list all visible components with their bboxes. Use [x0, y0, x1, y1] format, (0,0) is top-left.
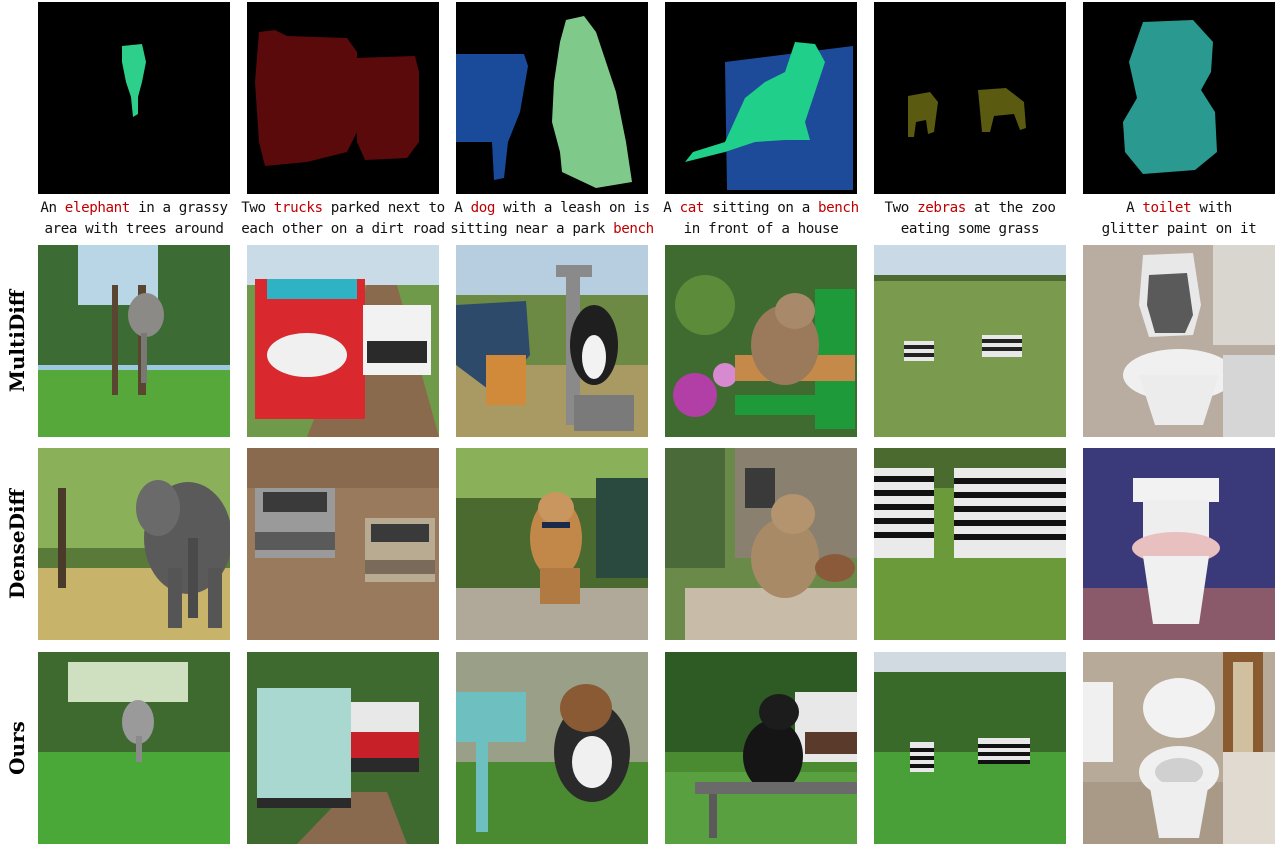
zebras-mask-shape — [908, 88, 1026, 137]
caption-highlight-word: bench — [613, 221, 654, 237]
caption-highlight-word: dog — [470, 200, 496, 216]
ours-cat-bench-image — [665, 652, 857, 844]
caption-zebras: Two zebras at the zoo eating some grass — [866, 198, 1074, 240]
caption-text: with — [1191, 200, 1232, 216]
caption-text: An — [40, 200, 65, 216]
ours-zebras-image — [874, 652, 1066, 844]
caption-text: at the zoo — [965, 200, 1056, 216]
multidiff-trucks-image — [247, 245, 439, 437]
densediff-elephant-image — [38, 448, 230, 640]
caption-text: Two — [884, 200, 918, 216]
mask-zebras — [874, 2, 1066, 194]
caption-toilet: A toilet with glitter paint on it — [1075, 198, 1277, 240]
multidiff-zebras-image — [874, 245, 1066, 437]
mask-toilet — [1083, 2, 1275, 194]
toilet-mask-shape — [1123, 20, 1217, 174]
caption-highlight-word: elephant — [64, 200, 131, 216]
ours-elephant-image — [38, 652, 230, 844]
densediff-trucks-image — [247, 448, 439, 640]
multidiff-elephant-image — [38, 245, 230, 437]
multidiff-cat-bench-image — [665, 245, 857, 437]
caption-highlight-word: toilet — [1142, 200, 1192, 216]
dog-bench-mask-shape — [456, 16, 632, 188]
caption-text: A — [663, 200, 680, 216]
caption-text: with a leash on is — [495, 200, 650, 216]
caption-text: in a grassy — [129, 200, 228, 216]
trucks-mask-shape — [255, 30, 419, 166]
mask-cat-bench — [665, 2, 857, 194]
caption-text: eating some grass — [900, 221, 1040, 237]
multidiff-dog-bench-image — [456, 245, 648, 437]
caption-highlight-word: zebras — [917, 200, 966, 216]
caption-text: in front of a house — [683, 221, 839, 237]
caption-text: sitting on a — [704, 200, 818, 216]
row-label-ours: Ours — [5, 721, 30, 775]
densediff-dog-bench-image — [456, 448, 648, 640]
caption-text: each other on a dirt road — [241, 221, 445, 237]
elephant-mask-shape — [122, 44, 146, 117]
caption-text: parked next to — [322, 200, 445, 216]
ours-toilet-image — [1083, 652, 1275, 844]
cat-bench-mask-shape — [685, 42, 853, 190]
caption-text: Two — [241, 200, 274, 216]
caption-dog-bench: A dog with a leash on is sitting near a p… — [448, 198, 656, 240]
caption-highlight-word: cat — [679, 200, 705, 216]
caption-text: area with trees around — [44, 221, 224, 237]
mask-trucks — [247, 2, 439, 194]
row-label-densediff: DenseDiff — [5, 489, 30, 599]
caption-text: A — [454, 200, 471, 216]
ours-dog-bench-image — [456, 652, 648, 844]
caption-highlight-word: trucks — [273, 200, 323, 216]
caption-text: A — [1126, 200, 1143, 216]
densediff-cat-bench-image — [665, 448, 857, 640]
multidiff-toilet-image — [1083, 245, 1275, 437]
caption-cat-bench: A cat sitting on a bench in front of a ho… — [657, 198, 865, 240]
mask-elephant — [38, 2, 230, 194]
caption-highlight-word: bench — [818, 200, 859, 216]
row-label-multidiff: MultiDiff — [5, 289, 30, 393]
densediff-zebras-image — [874, 448, 1066, 640]
caption-text: glitter paint on it — [1101, 221, 1257, 237]
ours-trucks-image — [247, 652, 439, 844]
densediff-toilet-image — [1083, 448, 1275, 640]
caption-text: sitting near a park — [450, 221, 614, 237]
caption-trucks: Two trucks parked next to each other on a… — [239, 198, 447, 240]
caption-elephant: An elephant in a grassy area with trees a… — [30, 198, 238, 240]
mask-dog-bench — [456, 2, 648, 194]
